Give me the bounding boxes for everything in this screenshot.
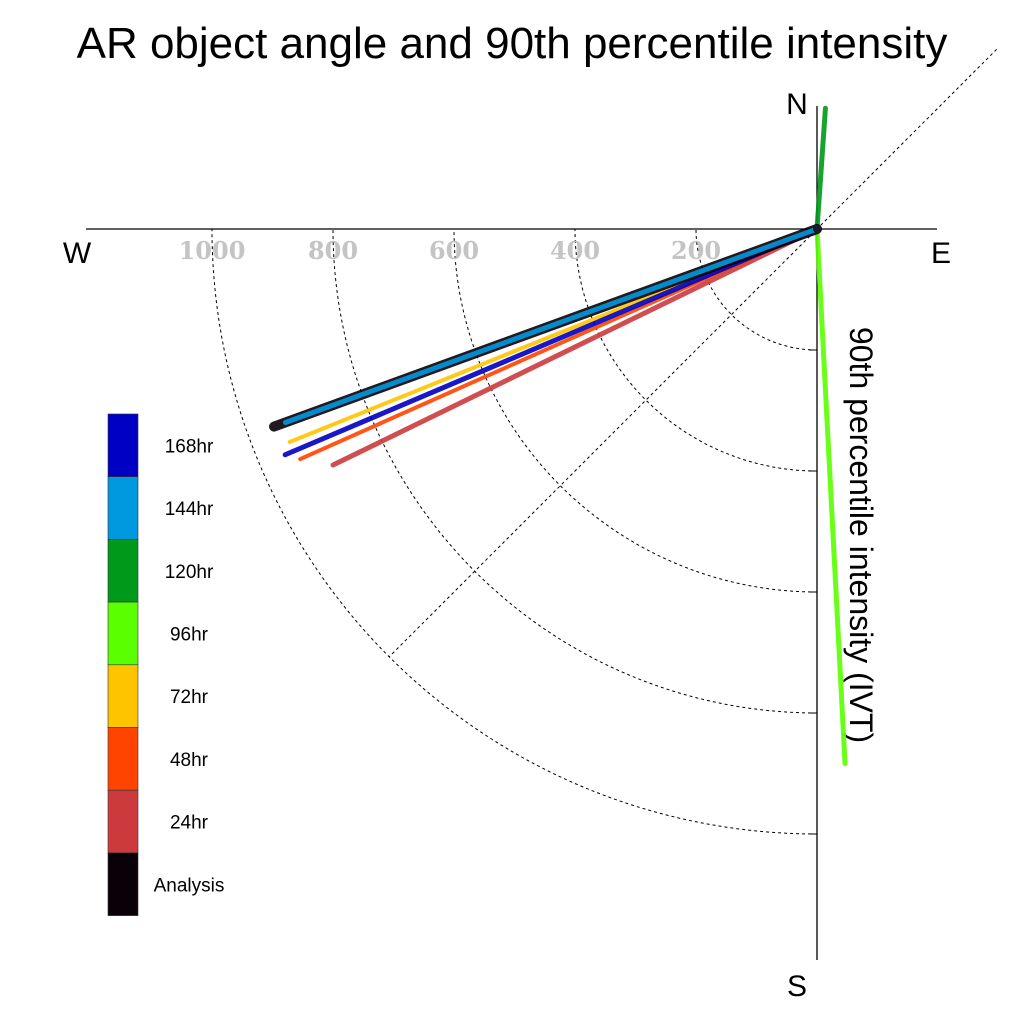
compass-west-label: W xyxy=(63,237,92,270)
legend-swatch xyxy=(107,476,139,540)
compass-east-label: E xyxy=(931,237,951,270)
radial-tick-label: 400 xyxy=(550,236,600,265)
legend: 168hr 144hr 120hr 96hr 72hr 48hr 24hr Analysis xyxy=(107,413,225,916)
legend-label: 96hr xyxy=(170,624,209,645)
vector-144hr xyxy=(282,226,820,425)
legend-swatch xyxy=(107,413,139,478)
legend-swatch xyxy=(107,852,139,916)
legend-swatch xyxy=(107,601,139,666)
legend-label: 120hr xyxy=(165,562,214,583)
polar-grid xyxy=(211,48,998,835)
legend-label: 48hr xyxy=(170,750,209,771)
vector-origin xyxy=(813,225,821,233)
radial-tick-label: 600 xyxy=(429,236,479,265)
vector-120hr xyxy=(814,105,828,232)
legend-swatch xyxy=(107,789,139,854)
diagonal-gridline xyxy=(388,48,998,658)
radial-tick-label: 1000 xyxy=(179,236,246,265)
vector-96hr xyxy=(814,226,848,767)
legend-swatch xyxy=(107,664,139,728)
vector-168hr xyxy=(282,226,820,458)
legend-label: Analysis xyxy=(154,875,225,896)
compass-south-label: S xyxy=(787,970,807,1003)
vector-series xyxy=(269,105,848,767)
radial-grid-arc xyxy=(574,228,818,472)
legend-swatch xyxy=(107,539,139,603)
legend-label: 24hr xyxy=(170,813,209,834)
legend-swatch xyxy=(107,727,139,791)
radial-tick-label: 800 xyxy=(308,236,358,265)
radial-grid-arc xyxy=(453,228,818,593)
compass-north-label: N xyxy=(786,88,808,121)
y-axis-label: 90th percentile intensity (IVT) xyxy=(843,327,879,743)
legend-label: 144hr xyxy=(165,499,214,520)
chart-title: AR object angle and 90th percentile inte… xyxy=(77,19,948,68)
radial-tick-labels: 200 400 600 800 1000 xyxy=(179,236,721,265)
vector-24hr xyxy=(330,226,820,468)
radial-tick-label: 200 xyxy=(671,236,721,265)
legend-label: 168hr xyxy=(165,436,214,457)
legend-label: 72hr xyxy=(170,687,209,708)
radial-grid-arc xyxy=(695,228,818,351)
